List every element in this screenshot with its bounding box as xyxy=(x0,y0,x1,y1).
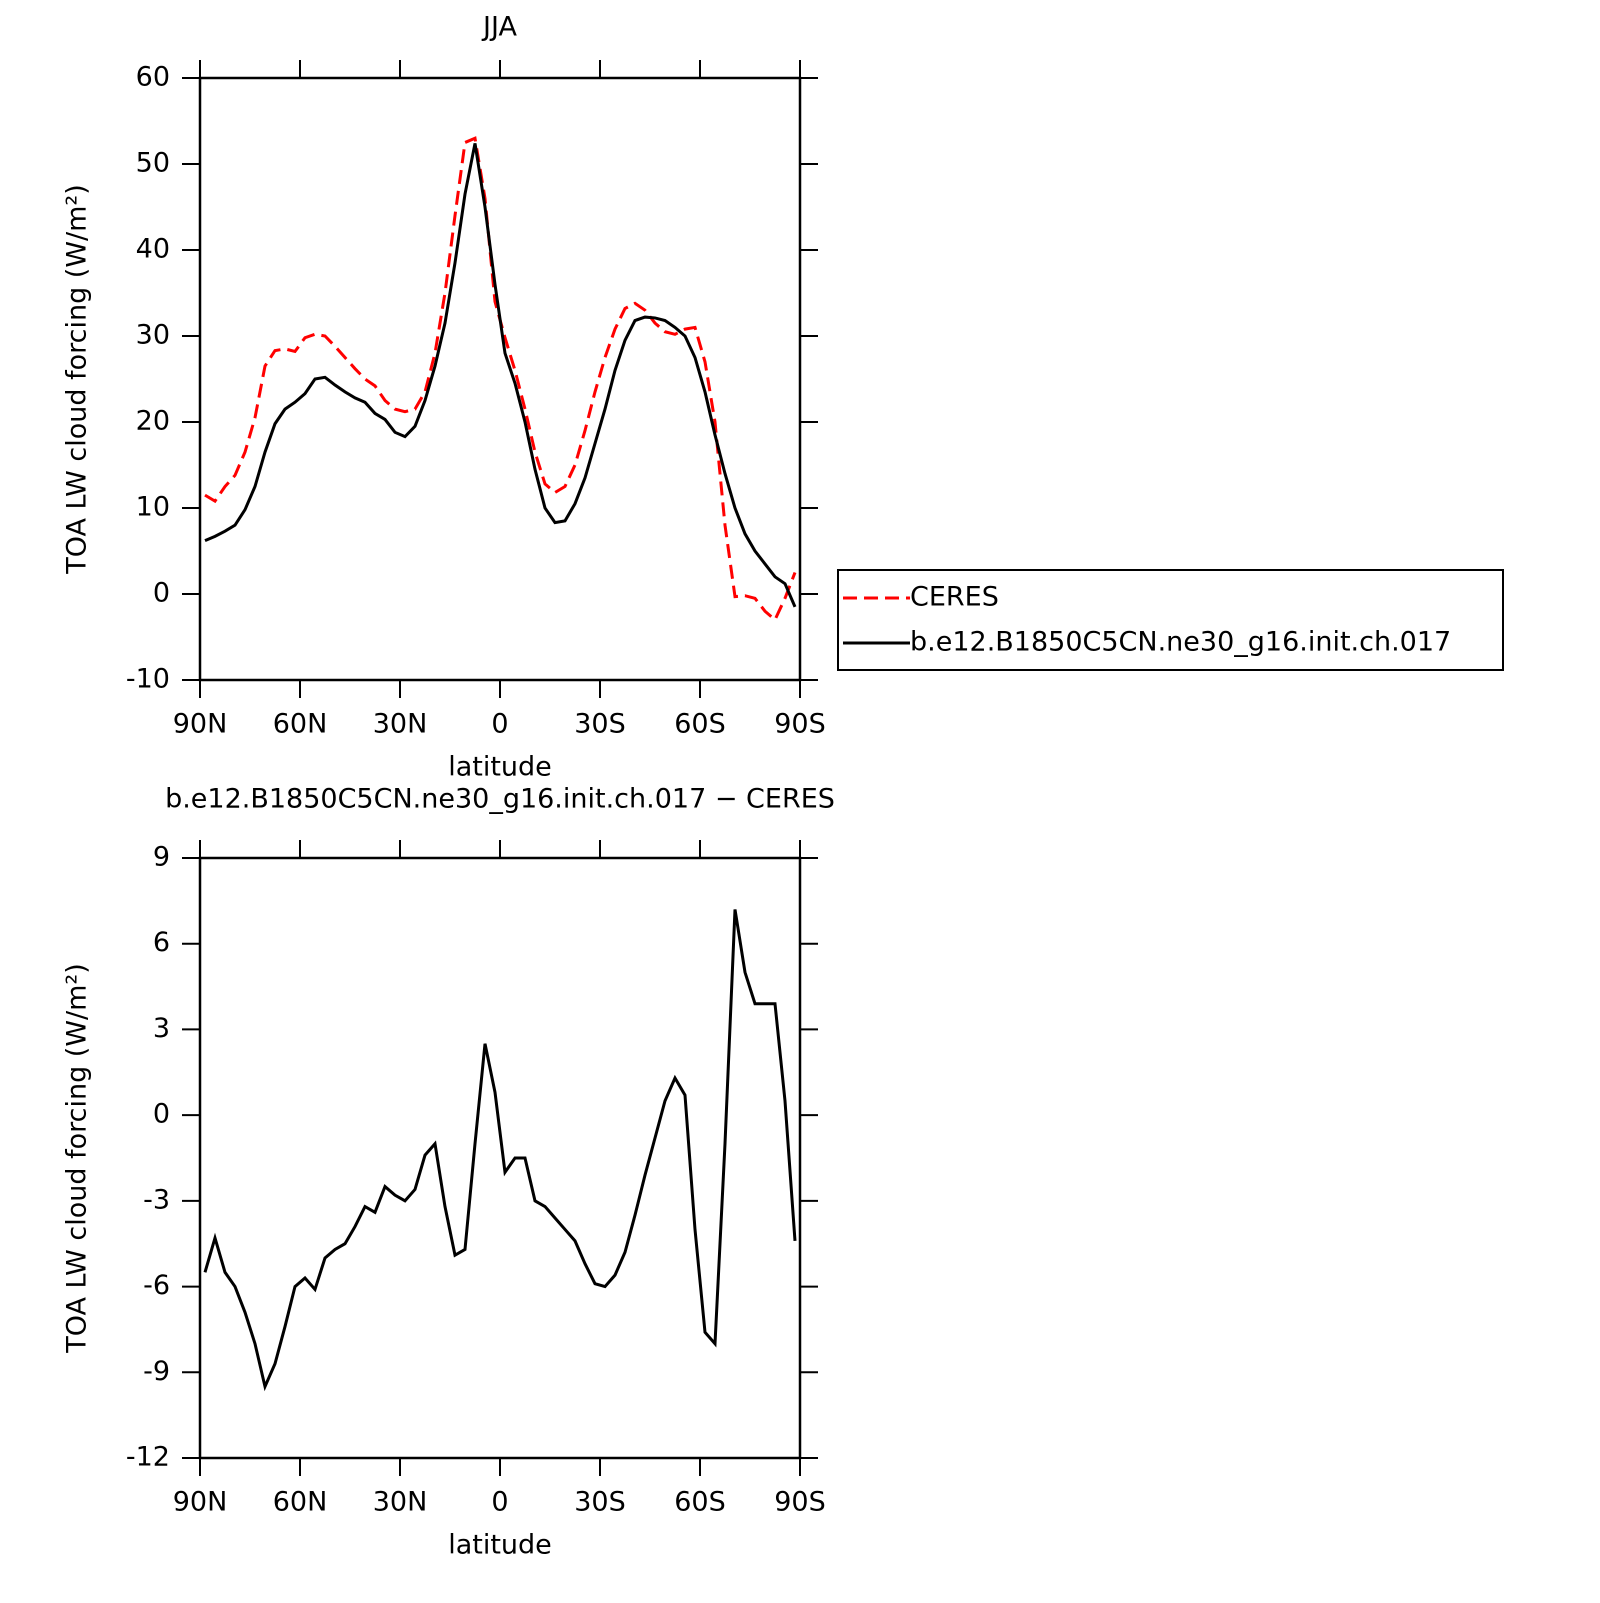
chart-title: b.e12.B1850C5CN.ne30_g16.init.ch.017 − C… xyxy=(165,784,835,815)
x-axis-label: latitude xyxy=(448,1530,552,1561)
y-tick-label: -9 xyxy=(143,1356,170,1387)
x-tick-label: 0 xyxy=(491,709,508,740)
y-tick-label: 10 xyxy=(136,492,170,523)
plot-frame xyxy=(198,76,802,682)
y-axis-label: TOA LW cloud forcing (W/m²) xyxy=(62,184,93,575)
legend-label: b.e12.B1850C5CN.ne30_g16.init.ch.017 xyxy=(910,627,1451,658)
data-line xyxy=(204,143,797,608)
data-line xyxy=(203,909,797,1392)
x-tick-label: 30N xyxy=(373,1487,428,1518)
plot-frame xyxy=(198,856,802,1460)
x-tick-label: 30N xyxy=(373,709,428,740)
legend-label: CERES xyxy=(910,582,999,613)
y-tick-label: 0 xyxy=(153,1099,170,1130)
y-tick-label: 50 xyxy=(136,148,170,179)
y-tick-label: 30 xyxy=(136,320,170,351)
y-tick-label: 3 xyxy=(153,1013,170,1044)
x-tick-label: 60S xyxy=(674,709,726,740)
x-axis-label: latitude xyxy=(448,752,552,783)
x-tick-label: 0 xyxy=(491,1487,508,1518)
x-tick-label: 60S xyxy=(674,1487,726,1518)
x-tick-label: 30S xyxy=(574,709,626,740)
x-tick-label: 90S xyxy=(774,1487,826,1518)
y-tick-label: -6 xyxy=(143,1270,170,1301)
x-tick-label: 90N xyxy=(173,709,228,740)
legend-box xyxy=(837,569,1504,671)
y-tick-label: -10 xyxy=(126,664,170,695)
y-axis-label: TOA LW cloud forcing (W/m²) xyxy=(62,963,93,1354)
y-tick-label: 40 xyxy=(136,234,170,265)
y-tick-label: 0 xyxy=(153,578,170,609)
x-tick-label: 90S xyxy=(774,709,826,740)
y-tick-label: -3 xyxy=(143,1184,170,1215)
x-tick-label: 60N xyxy=(273,709,328,740)
y-tick-label: 60 xyxy=(136,62,170,93)
y-tick-label: 6 xyxy=(153,927,170,958)
data-line xyxy=(204,136,797,623)
y-tick-label: -12 xyxy=(126,1442,170,1473)
x-tick-label: 30S xyxy=(574,1487,626,1518)
y-tick-label: 20 xyxy=(136,406,170,437)
x-tick-label: 60N xyxy=(273,1487,328,1518)
x-tick-label: 90N xyxy=(173,1487,228,1518)
y-tick-label: 9 xyxy=(153,842,170,873)
chart-title: JJA xyxy=(481,12,517,43)
